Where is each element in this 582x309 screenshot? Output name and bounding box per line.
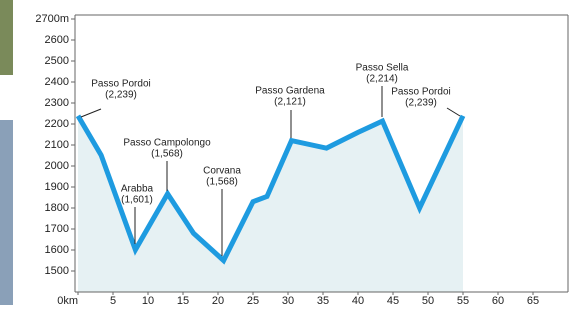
annotation-name: Passo Campolongo <box>123 138 211 149</box>
y-tick-label: 2100 <box>45 139 69 151</box>
leader-line <box>81 109 101 117</box>
y-tick-label: 2200 <box>45 118 69 130</box>
chart: 1500 1600 1700 1800 1900 2000 2100 2200 2300 2400… <box>0 0 582 309</box>
annotation-elevation: (2,214) <box>366 74 398 85</box>
y-tick-label: 1600 <box>45 244 69 256</box>
annotation-name: Corvana <box>203 166 241 177</box>
annotation-name: Passo Gardena <box>255 86 325 97</box>
annotation-name: Passo Sella <box>356 63 409 74</box>
y-tick-label: 1500 <box>45 265 69 277</box>
x-tick-label: 55 <box>457 295 469 307</box>
y-tick-label: 1900 <box>45 181 69 193</box>
y-tick-label: 2000 <box>45 160 69 172</box>
y-tick-label: 2400 <box>45 76 69 88</box>
x-tick-label: 65 <box>527 295 539 307</box>
x-tick-label: 30 <box>282 295 294 307</box>
photo-strip <box>0 0 13 75</box>
y-tick-label: 1800 <box>45 202 69 214</box>
annotation-name: Passo Pordoi <box>391 87 450 98</box>
x-tick-label: 20 <box>212 295 224 307</box>
x-tick-label: 15 <box>177 295 189 307</box>
x-tick-label: 50 <box>422 295 434 307</box>
y-tick-label: 2600 <box>45 34 69 46</box>
annotation-elevation: (2,239) <box>105 90 137 101</box>
y-tick-label: 2300 <box>45 97 69 109</box>
x-tick-label: 25 <box>247 295 259 307</box>
y-tick-label: 2500 <box>45 55 69 67</box>
x-tick-label: 5 <box>110 295 116 307</box>
photo-strip <box>0 120 13 305</box>
leader-line <box>447 108 460 116</box>
y-tick-label: 1700 <box>45 223 69 235</box>
annotation-elevation: (1,568) <box>151 149 183 160</box>
x-tick-label: 0km <box>57 295 78 307</box>
annotation-elevation: (2,239) <box>405 98 437 109</box>
annotation-elevation: (2,121) <box>274 97 306 108</box>
annotation-name: Arabba <box>121 184 154 195</box>
x-tick-label: 10 <box>142 295 154 307</box>
annotation-name: Passo Pordoi <box>91 79 150 90</box>
x-tick-label: 45 <box>387 295 399 307</box>
x-tick-label: 35 <box>317 295 329 307</box>
x-tick-label: 60 <box>492 295 504 307</box>
annotation-elevation: (1,568) <box>206 177 238 188</box>
x-tick-label: 40 <box>352 295 364 307</box>
y-tick-label: 2700m <box>35 13 69 25</box>
annotation-elevation: (1,601) <box>121 195 153 206</box>
